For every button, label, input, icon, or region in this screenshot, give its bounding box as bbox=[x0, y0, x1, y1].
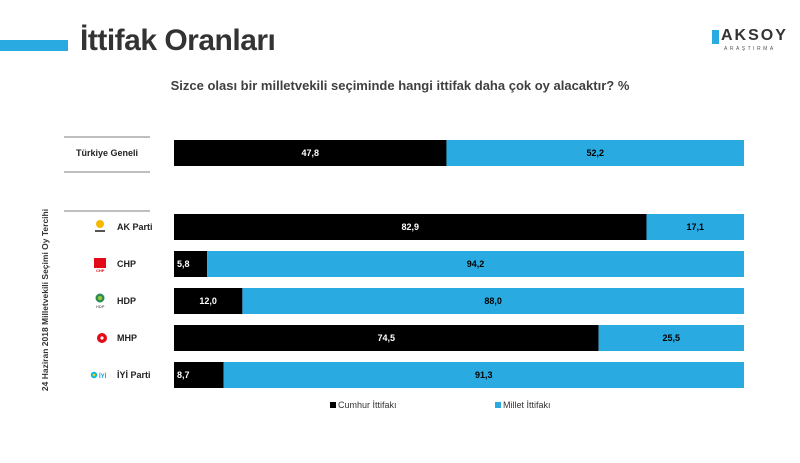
ak-parti-logo-icon bbox=[96, 220, 104, 228]
data-label: 17,1 bbox=[686, 222, 704, 232]
category-label: MHP bbox=[117, 333, 137, 343]
category-label: Türkiye Geneli bbox=[76, 148, 138, 158]
data-label: 82,9 bbox=[401, 222, 419, 232]
bar-cumhur bbox=[174, 325, 599, 351]
legend-label: Cumhur İttifakı bbox=[338, 400, 397, 410]
page-title: İttifak Oranları bbox=[80, 24, 276, 57]
category-label: HDP bbox=[117, 296, 136, 306]
data-label: 91,3 bbox=[475, 370, 493, 380]
category-label: İYİ Parti bbox=[117, 370, 151, 380]
logo-mark-icon bbox=[712, 30, 719, 44]
bar-millet bbox=[223, 362, 745, 388]
bar-cumhur bbox=[174, 251, 208, 277]
bar-cumhur bbox=[174, 214, 647, 240]
bar-cumhur bbox=[174, 140, 447, 166]
legend-swatch bbox=[495, 402, 501, 408]
data-label: 52,2 bbox=[586, 148, 604, 158]
iyi-parti-logo-icon bbox=[92, 373, 96, 377]
data-label: 12,0 bbox=[199, 296, 217, 306]
bar-millet bbox=[207, 251, 744, 277]
data-label: 94,2 bbox=[467, 259, 485, 269]
bar-millet bbox=[242, 288, 744, 314]
data-label: 88,0 bbox=[484, 296, 502, 306]
hdp-logo-icon bbox=[98, 296, 102, 300]
bar-cumhur bbox=[174, 362, 224, 388]
data-label: 74,5 bbox=[378, 333, 396, 343]
data-label: 8,7 bbox=[177, 370, 190, 380]
title-accent-bar bbox=[0, 40, 68, 51]
data-label: 47,8 bbox=[301, 148, 319, 158]
bar-millet bbox=[446, 140, 744, 166]
logo-word: AKSOY bbox=[721, 27, 788, 44]
ak-parti-logo-icon bbox=[95, 230, 105, 232]
legend-label: Millet İttifakı bbox=[503, 400, 551, 410]
chart-question: Sizce olası bir milletvekili seçiminde h… bbox=[170, 78, 630, 93]
category-label: CHP bbox=[117, 259, 136, 269]
data-label: 25,5 bbox=[663, 333, 681, 343]
data-label: 5,8 bbox=[177, 259, 190, 269]
bar-millet bbox=[598, 325, 744, 351]
bar-millet bbox=[646, 214, 744, 240]
chp-logo-icon bbox=[94, 258, 106, 268]
chp-logo-text: CHP bbox=[96, 268, 105, 273]
iyi-parti-logo-text: İYİ bbox=[99, 373, 107, 380]
hdp-logo-text: HDP bbox=[96, 304, 105, 309]
aksoy-logo: AKSOY ARAŞTIRMA bbox=[712, 27, 790, 57]
bar-cumhur bbox=[174, 288, 243, 314]
legend-swatch bbox=[330, 402, 336, 408]
logo-subtext: ARAŞTIRMA bbox=[724, 46, 776, 52]
mhp-logo-icon bbox=[100, 336, 104, 340]
category-label: AK Parti bbox=[117, 222, 153, 232]
